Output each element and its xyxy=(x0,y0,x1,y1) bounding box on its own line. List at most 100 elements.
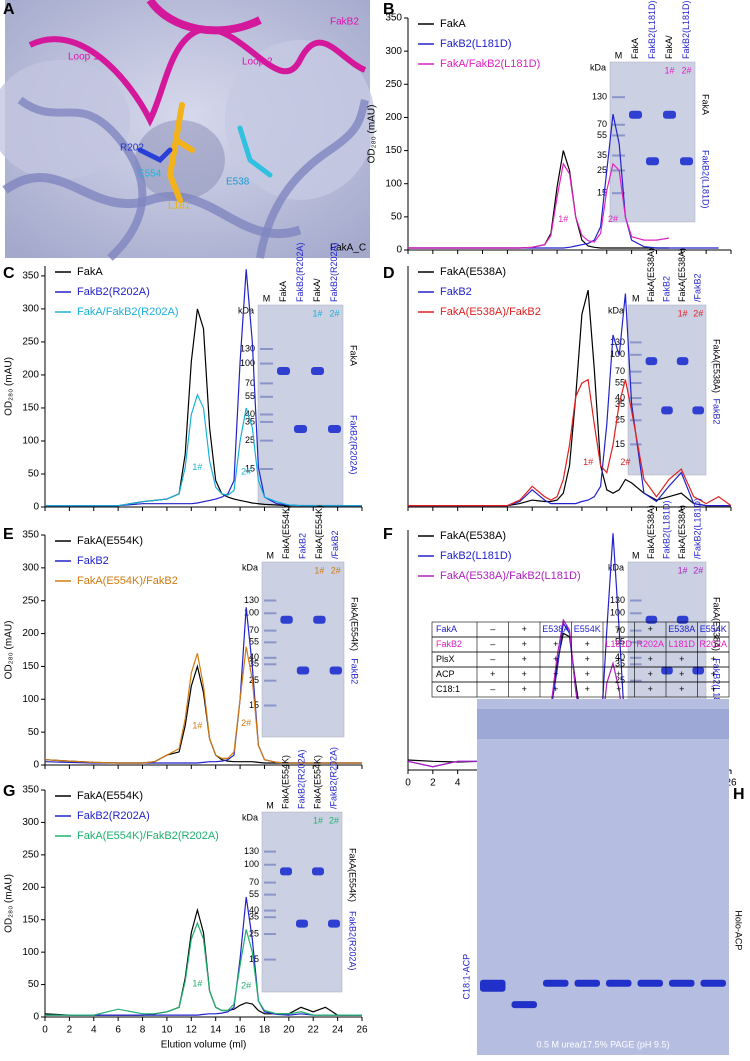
ligand-sticks xyxy=(166,102,195,203)
x-tick-label: 22 xyxy=(308,1025,320,1036)
table-cell: L181D xyxy=(605,639,632,649)
y-tick-label: 0 xyxy=(33,760,39,771)
band-label: C18:1-ACP xyxy=(461,954,471,1000)
lane-label: FakB2(R202A) xyxy=(296,749,306,809)
marker-band xyxy=(260,382,273,385)
marker-label: 15 xyxy=(597,188,607,198)
side-label: FakA xyxy=(349,345,359,366)
surface-lobe xyxy=(0,60,130,180)
ribbon xyxy=(2,173,302,239)
marker-label: 130 xyxy=(240,343,255,353)
kda-label: kDa xyxy=(238,305,254,315)
protein-band xyxy=(543,979,569,987)
x-axis-title: Elution volume (ml) xyxy=(161,1040,247,1051)
residue-sticks xyxy=(137,147,173,164)
marker-label: 70 xyxy=(249,625,259,635)
marker-label: 35 xyxy=(615,399,625,409)
series-line xyxy=(45,921,362,1016)
table-cell: + xyxy=(585,639,590,649)
y-tick-label: 250 xyxy=(385,79,402,90)
legend-label: FakA(E538A)/FakB2 xyxy=(440,306,541,318)
marker-label: 100 xyxy=(244,608,259,618)
ribbon xyxy=(256,99,369,259)
marker-label: 15 xyxy=(245,463,255,473)
protein-band xyxy=(645,615,658,624)
lane-label: FakB2 xyxy=(661,276,671,302)
structure-label: FakB2 xyxy=(330,17,359,28)
marker-label: 55 xyxy=(245,391,255,401)
table-cell: E554K xyxy=(700,624,727,634)
table-cell: + xyxy=(616,669,621,679)
protein-band xyxy=(663,110,676,119)
table-cell: + xyxy=(711,669,716,679)
panel-letter: E xyxy=(3,526,14,543)
panel-letter: C xyxy=(3,265,15,282)
side-label: FakA(E538A) xyxy=(712,597,722,651)
series-line xyxy=(408,162,669,249)
marker-band xyxy=(612,154,625,157)
marker-band xyxy=(630,341,642,344)
lane-label: FakA(E538A) xyxy=(646,248,656,302)
side-label: FakA(E538A) xyxy=(712,339,722,393)
side-label: FakB2(L181D) xyxy=(712,658,722,717)
legend-label: FakA(E554K) xyxy=(77,790,143,802)
marker-band xyxy=(264,599,277,602)
protein-band xyxy=(328,425,341,433)
legend-label: FakB2(L181D) xyxy=(440,38,512,50)
marker-label: 40 xyxy=(249,652,259,662)
protein-band xyxy=(680,157,693,166)
gel xyxy=(609,61,696,223)
side-label: FakB2(R202A) xyxy=(348,911,358,971)
kda-label: kDa xyxy=(242,562,258,572)
surface-lobe xyxy=(225,40,375,200)
lane-label: FakB2 xyxy=(297,533,307,559)
marker-label: 35 xyxy=(597,150,607,160)
row-label: ACP xyxy=(436,669,455,679)
fraction-label: 2# xyxy=(693,308,703,318)
lane-label: FakA(E554K) xyxy=(280,755,290,809)
lane-label: /FakB2 xyxy=(693,273,703,302)
legend-label: FakB2(R202A) xyxy=(77,286,150,298)
table-cell: E554K xyxy=(574,624,601,634)
y-tick-label: 350 xyxy=(385,13,402,24)
legend-label: FakA(E554K) xyxy=(77,535,143,547)
lane-label: /FakB2(L181D) xyxy=(693,498,703,559)
x-tick-label: 18 xyxy=(259,1025,271,1036)
marker-label: 15 xyxy=(249,700,259,710)
table-cell: + xyxy=(522,684,527,694)
fraction-label: 1# xyxy=(313,815,323,825)
marker-band xyxy=(264,850,276,853)
structure-label: E554 xyxy=(138,169,162,180)
protein-band xyxy=(669,979,695,987)
lane-label: FakA(E554K) xyxy=(281,505,291,559)
y-tick-label: 0 xyxy=(396,245,402,256)
table-cell: R202A xyxy=(636,639,664,649)
table-cell: + xyxy=(585,684,590,694)
protein-band xyxy=(692,666,704,675)
marker-label: 100 xyxy=(240,358,255,368)
fraction-label: 1# xyxy=(678,565,688,575)
table-cell: + xyxy=(679,654,684,664)
series-line xyxy=(408,289,731,507)
lane-label: FakA(E554K) xyxy=(312,755,322,809)
marker-band xyxy=(264,656,277,659)
y-tick-label: 100 xyxy=(22,947,39,958)
structure-label: Loop 2 xyxy=(242,57,273,68)
marker-band xyxy=(630,403,642,406)
marker-label: 25 xyxy=(597,165,607,175)
lane-label: FakA(E538A) xyxy=(677,505,687,559)
x-tick-label: 10 xyxy=(161,1025,173,1036)
pocket xyxy=(135,120,225,200)
y-tick-label: 300 xyxy=(22,562,39,573)
gel xyxy=(261,561,345,738)
table-cell: + xyxy=(522,639,527,649)
lane-label: /FakB2(R202A) xyxy=(328,747,338,809)
y-tick-label: 50 xyxy=(391,211,403,222)
marker-band xyxy=(264,958,276,961)
marker-label: 70 xyxy=(245,378,255,388)
table-cell: + xyxy=(711,654,716,664)
marker-label: 25 xyxy=(615,415,625,425)
kda-label: kDa xyxy=(242,812,258,822)
marker-band xyxy=(630,353,642,356)
